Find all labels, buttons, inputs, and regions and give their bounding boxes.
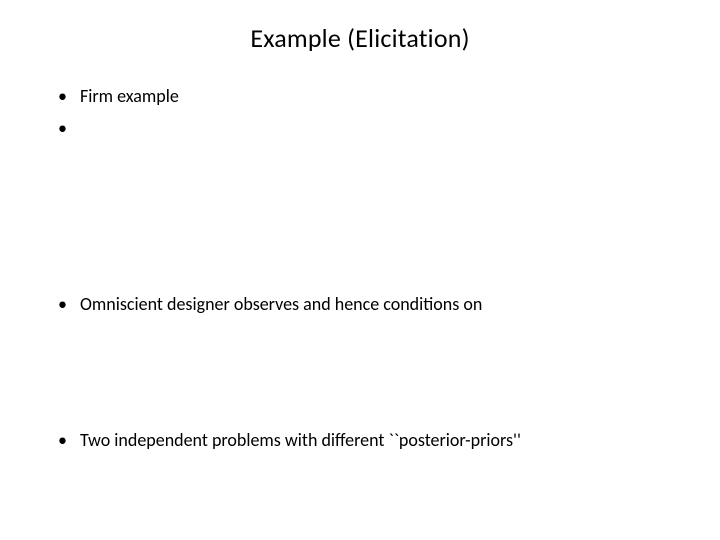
bullet-dot-icon: • [58,118,80,140]
bullet-item: • Firm example [58,86,678,108]
bullet-text: Firm example [80,86,179,108]
bullet-item: • Omniscient designer observes and hence… [58,294,678,316]
bullet-text: Two independent problems with different … [80,430,521,452]
bullet-dot-icon: • [58,294,80,316]
bullet-dot-icon: • [58,430,80,452]
bullet-item: • [58,118,678,140]
bullet-text: Omniscient designer observes and hence c… [80,294,482,316]
slide-title: Example (Elicitation) [0,22,720,54]
slide: Example (Elicitation) • Firm example • •… [0,0,720,540]
bullet-item: • Two independent problems with differen… [58,430,678,452]
bullet-dot-icon: • [58,86,80,108]
